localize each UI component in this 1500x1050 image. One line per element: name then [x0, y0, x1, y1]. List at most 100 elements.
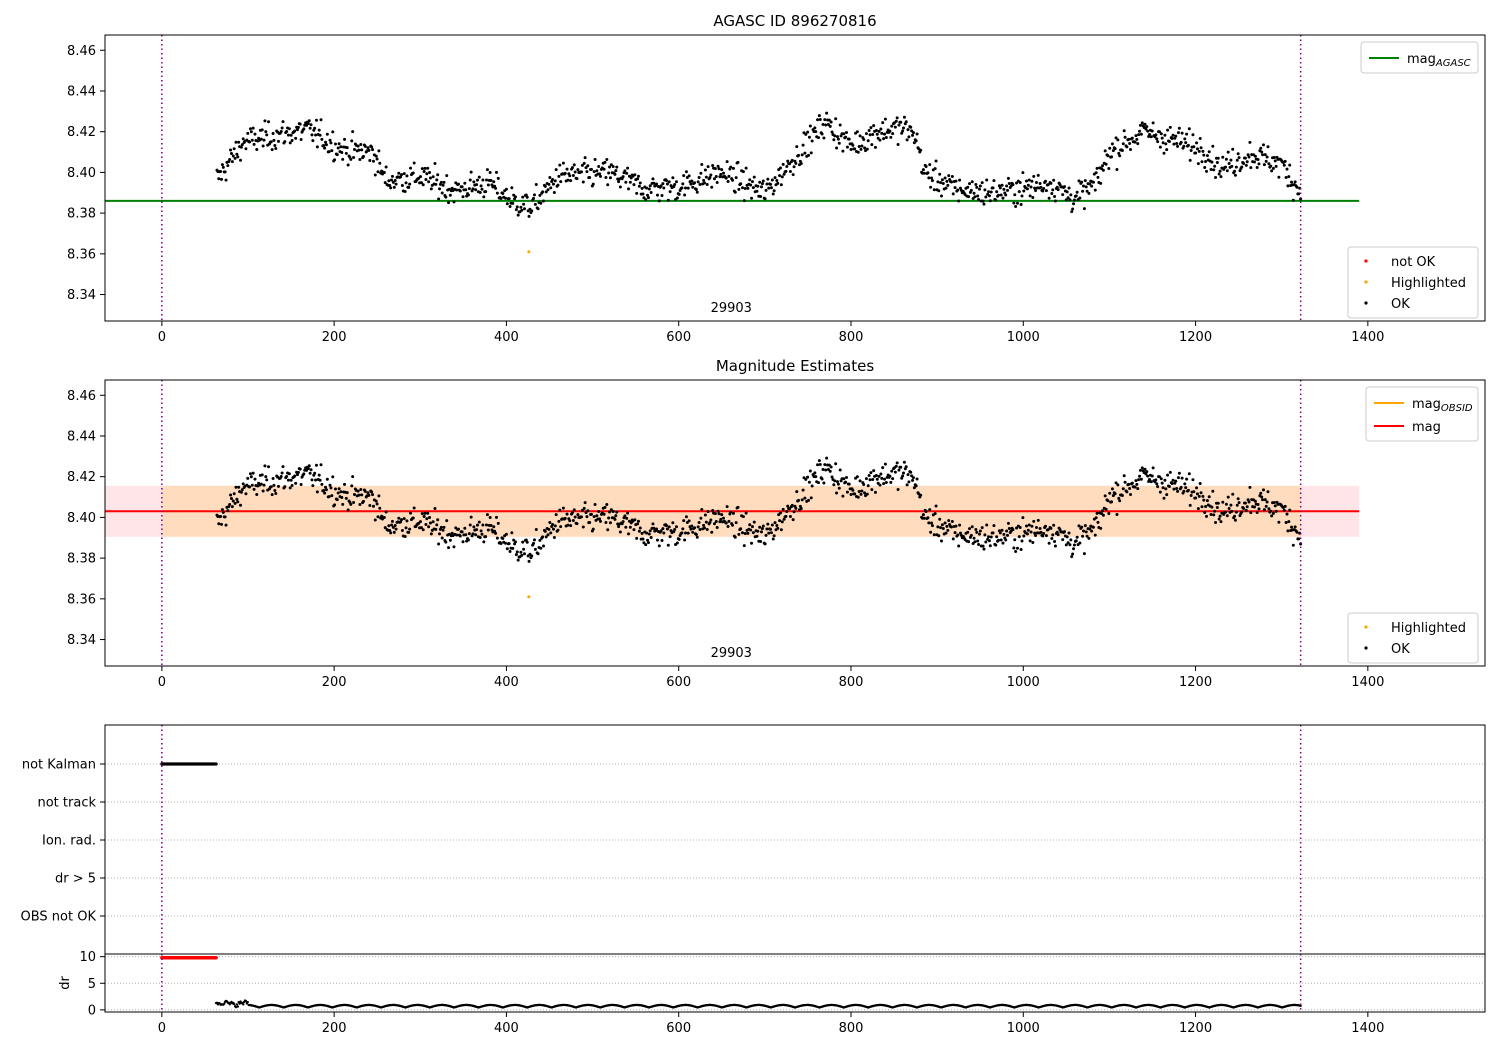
data-point-ok [313, 471, 317, 475]
legend-frame [1365, 386, 1479, 442]
data-point-ok [350, 484, 354, 488]
data-point-ok [945, 179, 949, 183]
data-point-ok [440, 191, 444, 195]
data-point-ok [1062, 530, 1066, 534]
data-point-ok [724, 521, 728, 525]
data-point-ok [1227, 162, 1231, 166]
data-point-ok [797, 498, 801, 502]
data-point-ok [1236, 497, 1240, 501]
data-point-ok [627, 187, 631, 191]
data-point-ok [814, 475, 818, 479]
y-tick-label: 8.38 [67, 552, 96, 567]
data-point-ok [240, 143, 244, 147]
legend-point-label: Highlighted [1391, 276, 1466, 291]
y-tick-label: 8.40 [67, 166, 96, 181]
data-point-ok [519, 550, 523, 554]
data-point-ok [877, 474, 881, 478]
data-point-ok [1210, 160, 1214, 164]
data-point-ok [538, 193, 542, 197]
data-point-ok [434, 182, 438, 186]
data-point-ok [1248, 485, 1252, 489]
data-point-ok [778, 519, 782, 523]
data-point-ok [743, 532, 747, 536]
data-point-ok [330, 494, 334, 498]
data-point-ok [720, 168, 724, 172]
data-point-ok [855, 475, 859, 479]
data-point-ok [467, 187, 471, 191]
data-point-ok [833, 479, 837, 483]
data-point-ok [874, 474, 878, 478]
data-point-ok [1015, 201, 1019, 205]
data-point-ok [830, 130, 834, 134]
data-point-ok [293, 474, 297, 478]
data-point-ok [349, 157, 353, 161]
data-point-ok [1199, 146, 1203, 150]
data-point-ok [684, 170, 688, 174]
data-point-ok [533, 547, 537, 551]
data-point-ok [947, 174, 951, 178]
data-point-ok [1062, 185, 1066, 189]
data-point-ok [444, 195, 448, 199]
data-point-ok [771, 192, 775, 196]
data-point-ok [1198, 137, 1202, 141]
data-point-ok [285, 475, 289, 479]
data-point-ok [807, 153, 811, 157]
data-point-ok [884, 480, 888, 484]
data-point-ok [1081, 529, 1085, 533]
data-point-ok [1110, 142, 1114, 146]
data-point-ok [731, 523, 735, 527]
data-point-ok [339, 490, 343, 494]
data-point-ok [699, 516, 703, 520]
data-point-ok [299, 138, 303, 142]
data-point-ok [645, 531, 649, 535]
data-point-ok [273, 488, 277, 492]
data-point-ok [1103, 494, 1107, 498]
data-point-ok [1211, 489, 1215, 493]
data-point-ok [290, 484, 294, 488]
data-point-ok [1168, 125, 1172, 129]
x-tick-label: 1400 [1351, 675, 1384, 690]
data-point-ok [504, 187, 508, 191]
data-point-ok [604, 521, 608, 525]
data-point-ok [551, 523, 555, 527]
data-point-ok [428, 516, 432, 520]
data-point-ok [593, 157, 597, 161]
data-point-ok [792, 510, 796, 514]
data-point-ok [665, 527, 669, 531]
data-point-ok [665, 179, 669, 183]
y-tick-label: 8.36 [67, 247, 96, 262]
data-point-ok [423, 511, 427, 515]
data-point-ok [697, 176, 701, 180]
data-point-ok [450, 186, 454, 190]
data-point-ok [231, 154, 235, 158]
data-point-ok [458, 534, 462, 538]
data-point-ok [478, 535, 482, 539]
data-point-ok [1085, 534, 1089, 538]
data-point-ok [383, 526, 387, 530]
data-point-ok [532, 541, 536, 545]
data-point-ok [1084, 185, 1088, 189]
data-point-ok [598, 172, 602, 176]
data-point-ok [1162, 496, 1166, 500]
data-point-ok [337, 142, 341, 146]
data-point-ok [1234, 165, 1238, 169]
data-point-ok [977, 187, 981, 191]
data-point-ok [419, 181, 423, 185]
data-point-highlighted [527, 250, 531, 254]
data-point-ok [785, 164, 789, 168]
data-point-ok [907, 135, 911, 139]
axes-frame [104, 34, 1486, 322]
data-point-ok [486, 528, 490, 532]
data-point-ok [731, 166, 735, 170]
data-point-ok [1014, 550, 1018, 554]
data-point-ok [575, 177, 579, 181]
data-point-ok [686, 186, 690, 190]
data-point-ok [729, 165, 733, 169]
data-point-ok [464, 188, 468, 192]
data-point-ok [1196, 162, 1200, 166]
obsid-label: 29903 [711, 301, 752, 316]
data-point-ok [891, 132, 895, 136]
data-point-ok [412, 161, 416, 165]
data-point-ok [522, 547, 526, 551]
data-point-ok [1293, 525, 1297, 529]
